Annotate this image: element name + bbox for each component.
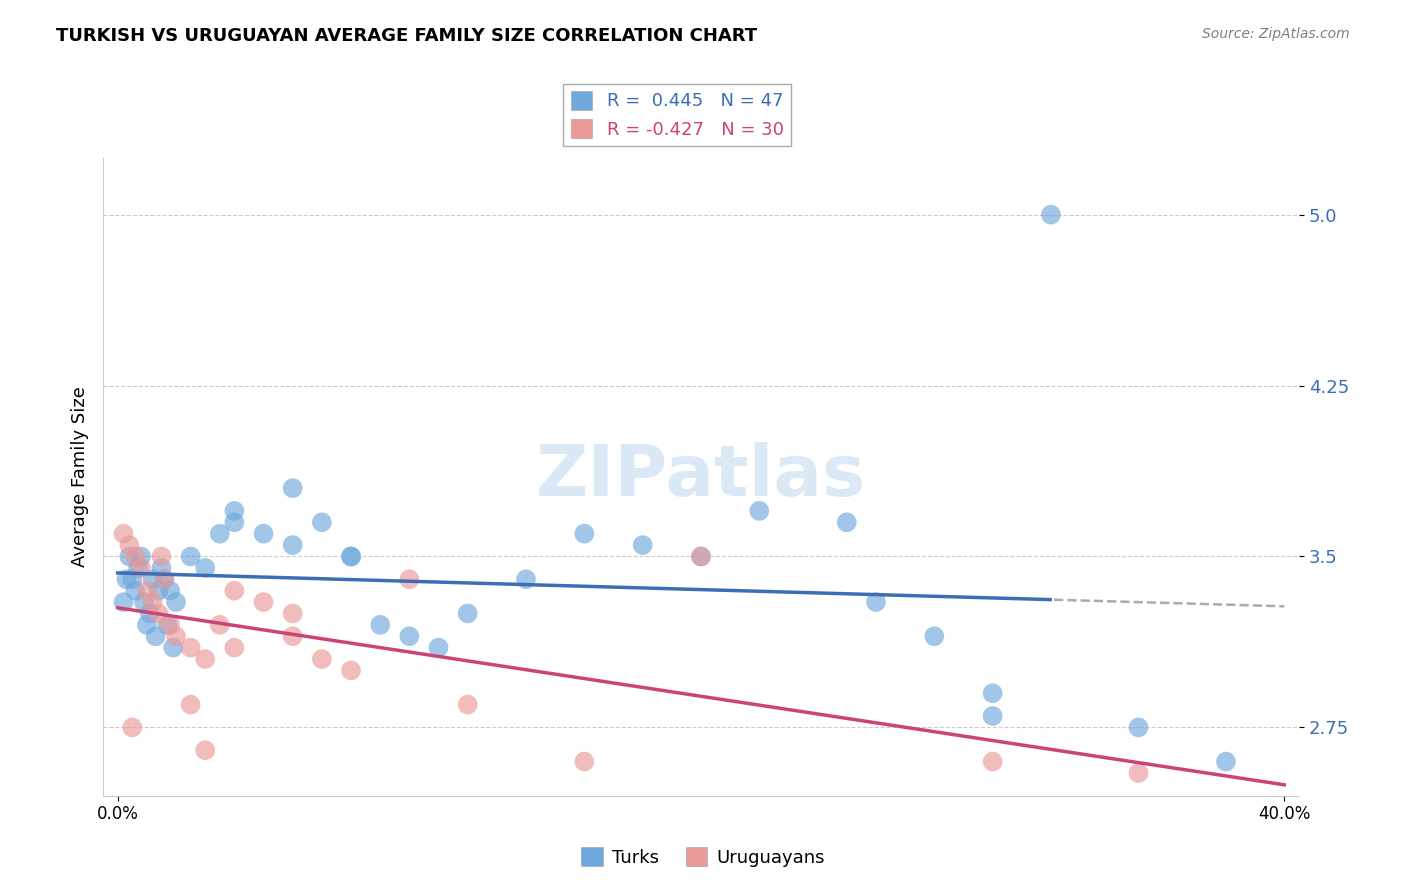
Point xyxy=(1039,208,1062,222)
Point xyxy=(148,583,170,598)
Point xyxy=(1128,720,1150,734)
Point xyxy=(748,504,770,518)
Point xyxy=(129,549,152,564)
Point xyxy=(121,572,143,586)
Point xyxy=(281,629,304,643)
Point xyxy=(457,607,479,621)
Text: ZIPatlas: ZIPatlas xyxy=(536,442,866,511)
Point xyxy=(112,595,135,609)
Point xyxy=(127,561,149,575)
Point xyxy=(427,640,450,655)
Point xyxy=(129,561,152,575)
Point xyxy=(132,595,155,609)
Point xyxy=(118,549,141,564)
Point xyxy=(162,640,184,655)
Y-axis label: Average Family Size: Average Family Size xyxy=(72,386,89,567)
Point xyxy=(139,607,162,621)
Point xyxy=(121,720,143,734)
Point xyxy=(311,516,333,530)
Point xyxy=(194,652,217,666)
Point xyxy=(368,618,391,632)
Point xyxy=(159,583,181,598)
Point xyxy=(1128,766,1150,780)
Point xyxy=(457,698,479,712)
Point xyxy=(835,516,858,530)
Point xyxy=(865,595,887,609)
Point xyxy=(165,629,187,643)
Point xyxy=(631,538,654,552)
Point xyxy=(135,583,157,598)
Point xyxy=(165,595,187,609)
Point xyxy=(515,572,537,586)
Point xyxy=(208,618,231,632)
Legend: Turks, Uruguayans: Turks, Uruguayans xyxy=(574,840,832,874)
Point xyxy=(153,572,176,586)
Point xyxy=(924,629,946,643)
Point xyxy=(981,709,1004,723)
Point xyxy=(150,549,173,564)
Text: TURKISH VS URUGUAYAN AVERAGE FAMILY SIZE CORRELATION CHART: TURKISH VS URUGUAYAN AVERAGE FAMILY SIZE… xyxy=(56,27,758,45)
Point xyxy=(180,549,202,564)
Point xyxy=(159,618,181,632)
Point xyxy=(150,561,173,575)
Point xyxy=(180,640,202,655)
Point xyxy=(135,618,157,632)
Point xyxy=(194,561,217,575)
Point xyxy=(224,516,246,530)
Point xyxy=(153,572,176,586)
Point xyxy=(311,652,333,666)
Point xyxy=(208,526,231,541)
Point xyxy=(281,481,304,495)
Point xyxy=(224,583,246,598)
Point xyxy=(398,572,420,586)
Point xyxy=(224,640,246,655)
Point xyxy=(981,755,1004,769)
Point xyxy=(1215,755,1237,769)
Point xyxy=(340,549,363,564)
Point xyxy=(574,755,596,769)
Point xyxy=(124,583,146,598)
Point xyxy=(142,595,165,609)
Point xyxy=(340,664,363,678)
Text: Source: ZipAtlas.com: Source: ZipAtlas.com xyxy=(1202,27,1350,41)
Point xyxy=(252,595,274,609)
Point xyxy=(281,538,304,552)
Point xyxy=(690,549,713,564)
Point xyxy=(690,549,713,564)
Point xyxy=(224,504,246,518)
Point xyxy=(574,526,596,541)
Point xyxy=(340,549,363,564)
Point xyxy=(112,526,135,541)
Point xyxy=(281,607,304,621)
Point xyxy=(145,629,167,643)
Point xyxy=(142,572,165,586)
Point xyxy=(124,549,146,564)
Point xyxy=(156,618,179,632)
Point xyxy=(115,572,138,586)
Point xyxy=(118,538,141,552)
Point xyxy=(252,526,274,541)
Point xyxy=(180,698,202,712)
Point xyxy=(148,607,170,621)
Legend: R =  0.445   N = 47, R = -0.427   N = 30: R = 0.445 N = 47, R = -0.427 N = 30 xyxy=(564,84,790,146)
Point xyxy=(398,629,420,643)
Point xyxy=(194,743,217,757)
Point xyxy=(981,686,1004,700)
